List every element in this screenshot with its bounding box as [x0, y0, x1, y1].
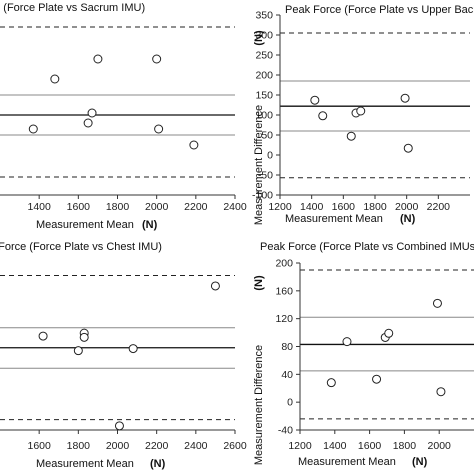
data-point	[346, 131, 356, 141]
y-tick-label: 200	[255, 70, 273, 82]
data-point	[189, 140, 199, 150]
data-point	[372, 374, 382, 384]
x-axis-label: Measurement Mean	[298, 456, 396, 468]
x-tick-label: 2200	[145, 440, 169, 452]
data-point	[342, 337, 352, 347]
x-tick-label: 2400	[184, 440, 208, 452]
data-point	[310, 95, 320, 105]
data-point	[400, 93, 410, 103]
x-tick-label: 1800	[67, 440, 91, 452]
data-point	[403, 143, 413, 153]
y-axis-unit: (N)	[253, 275, 265, 291]
y-tick-label: 120	[275, 313, 293, 325]
chart-panel-4: Peak Force (Force Plate vs Combined IMUs…	[253, 241, 474, 468]
data-point	[73, 346, 83, 356]
data-point	[384, 328, 394, 338]
data-point	[318, 111, 328, 121]
x-tick-label: 1600	[358, 440, 382, 452]
y-axis-unit: (N)	[253, 30, 265, 46]
chart-title: Peak Force (Force Plate vs Combined IMUs…	[260, 241, 474, 253]
chart-panel-2: Peak Force (Force Plate vs Upper Back IM…	[252, 4, 474, 225]
x-tick-label: 1200	[268, 201, 292, 213]
x-axis-label: Measurement Mean	[36, 219, 134, 231]
x-axis-unit: (N)	[142, 219, 158, 231]
data-point	[154, 124, 164, 134]
y-tick-label: 250	[255, 50, 273, 62]
x-tick-label: 2200	[184, 201, 208, 213]
x-tick-label: 1400	[300, 201, 324, 213]
data-point	[83, 118, 93, 128]
x-tick-label: 1600	[67, 201, 91, 213]
x-tick-label: 1600	[332, 201, 356, 213]
y-tick-label: 150	[255, 90, 273, 102]
y-tick-label: -100	[252, 190, 273, 202]
y-tick-label: 350	[255, 10, 273, 22]
data-point	[326, 378, 336, 388]
y-tick-label: -40	[278, 425, 293, 437]
y-tick-label: 300	[255, 30, 273, 42]
x-tick-label: 2600	[223, 440, 247, 452]
y-tick-label: 160	[275, 285, 293, 297]
x-axis-unit: (N)	[412, 456, 428, 468]
data-point	[79, 332, 89, 342]
x-tick-label: 2000	[428, 440, 452, 452]
data-point	[436, 387, 446, 397]
chart-title: Peak Force (Force Plate vs Sacrum IMU)	[0, 2, 145, 14]
x-tick-label: 2400	[223, 201, 247, 213]
y-tick-label: -50	[258, 170, 273, 182]
x-tick-label: 2000	[145, 201, 169, 213]
chart-title: Peak Force (Force Plate vs Chest IMU)	[0, 241, 162, 253]
x-axis-label: Measurement Mean	[36, 458, 134, 470]
y-tick-label: 80	[281, 341, 293, 353]
x-axis-unit: (N)	[150, 458, 166, 470]
y-tick-label: 100	[255, 110, 273, 122]
data-point	[152, 54, 162, 64]
data-point	[128, 344, 138, 354]
x-tick-label: 2000	[106, 440, 130, 452]
data-point	[114, 421, 124, 431]
x-tick-label: 1400	[323, 440, 347, 452]
chart-panel-1: Peak Force (Force Plate vs Sacrum IMU) 14…	[0, 2, 247, 231]
y-tick-label: 0	[287, 397, 293, 409]
x-tick-label: 1800	[106, 201, 130, 213]
y-axis-label: Measurement Difference	[253, 105, 265, 225]
y-tick-label: 50	[261, 130, 273, 142]
x-tick-label: 1800	[363, 201, 387, 213]
data-point	[38, 331, 48, 341]
y-tick-label: 0	[267, 150, 273, 162]
x-tick-label: 1800	[393, 440, 417, 452]
y-tick-label: 200	[275, 258, 293, 270]
x-axis-unit: (N)	[400, 213, 416, 225]
chart-title: Peak Force (Force Plate vs Upper Back IM…	[285, 4, 474, 16]
data-point	[87, 108, 97, 118]
x-tick-label: 1600	[27, 440, 51, 452]
x-tick-label: 1400	[27, 201, 51, 213]
x-tick-label: 2200	[427, 201, 451, 213]
x-tick-label: 2000	[395, 201, 419, 213]
data-point	[210, 281, 220, 291]
y-axis-label: Measurement Difference	[253, 345, 265, 465]
data-point	[50, 74, 60, 84]
data-point	[93, 54, 103, 64]
data-point	[28, 124, 38, 134]
data-point	[432, 298, 442, 308]
data-point	[356, 106, 366, 116]
y-tick-label: 40	[281, 369, 293, 381]
x-tick-label: 1200	[288, 440, 312, 452]
x-axis-label: Measurement Mean	[285, 213, 383, 225]
chart-panel-3: Peak Force (Force Plate vs Chest IMU) 160…	[0, 241, 247, 470]
